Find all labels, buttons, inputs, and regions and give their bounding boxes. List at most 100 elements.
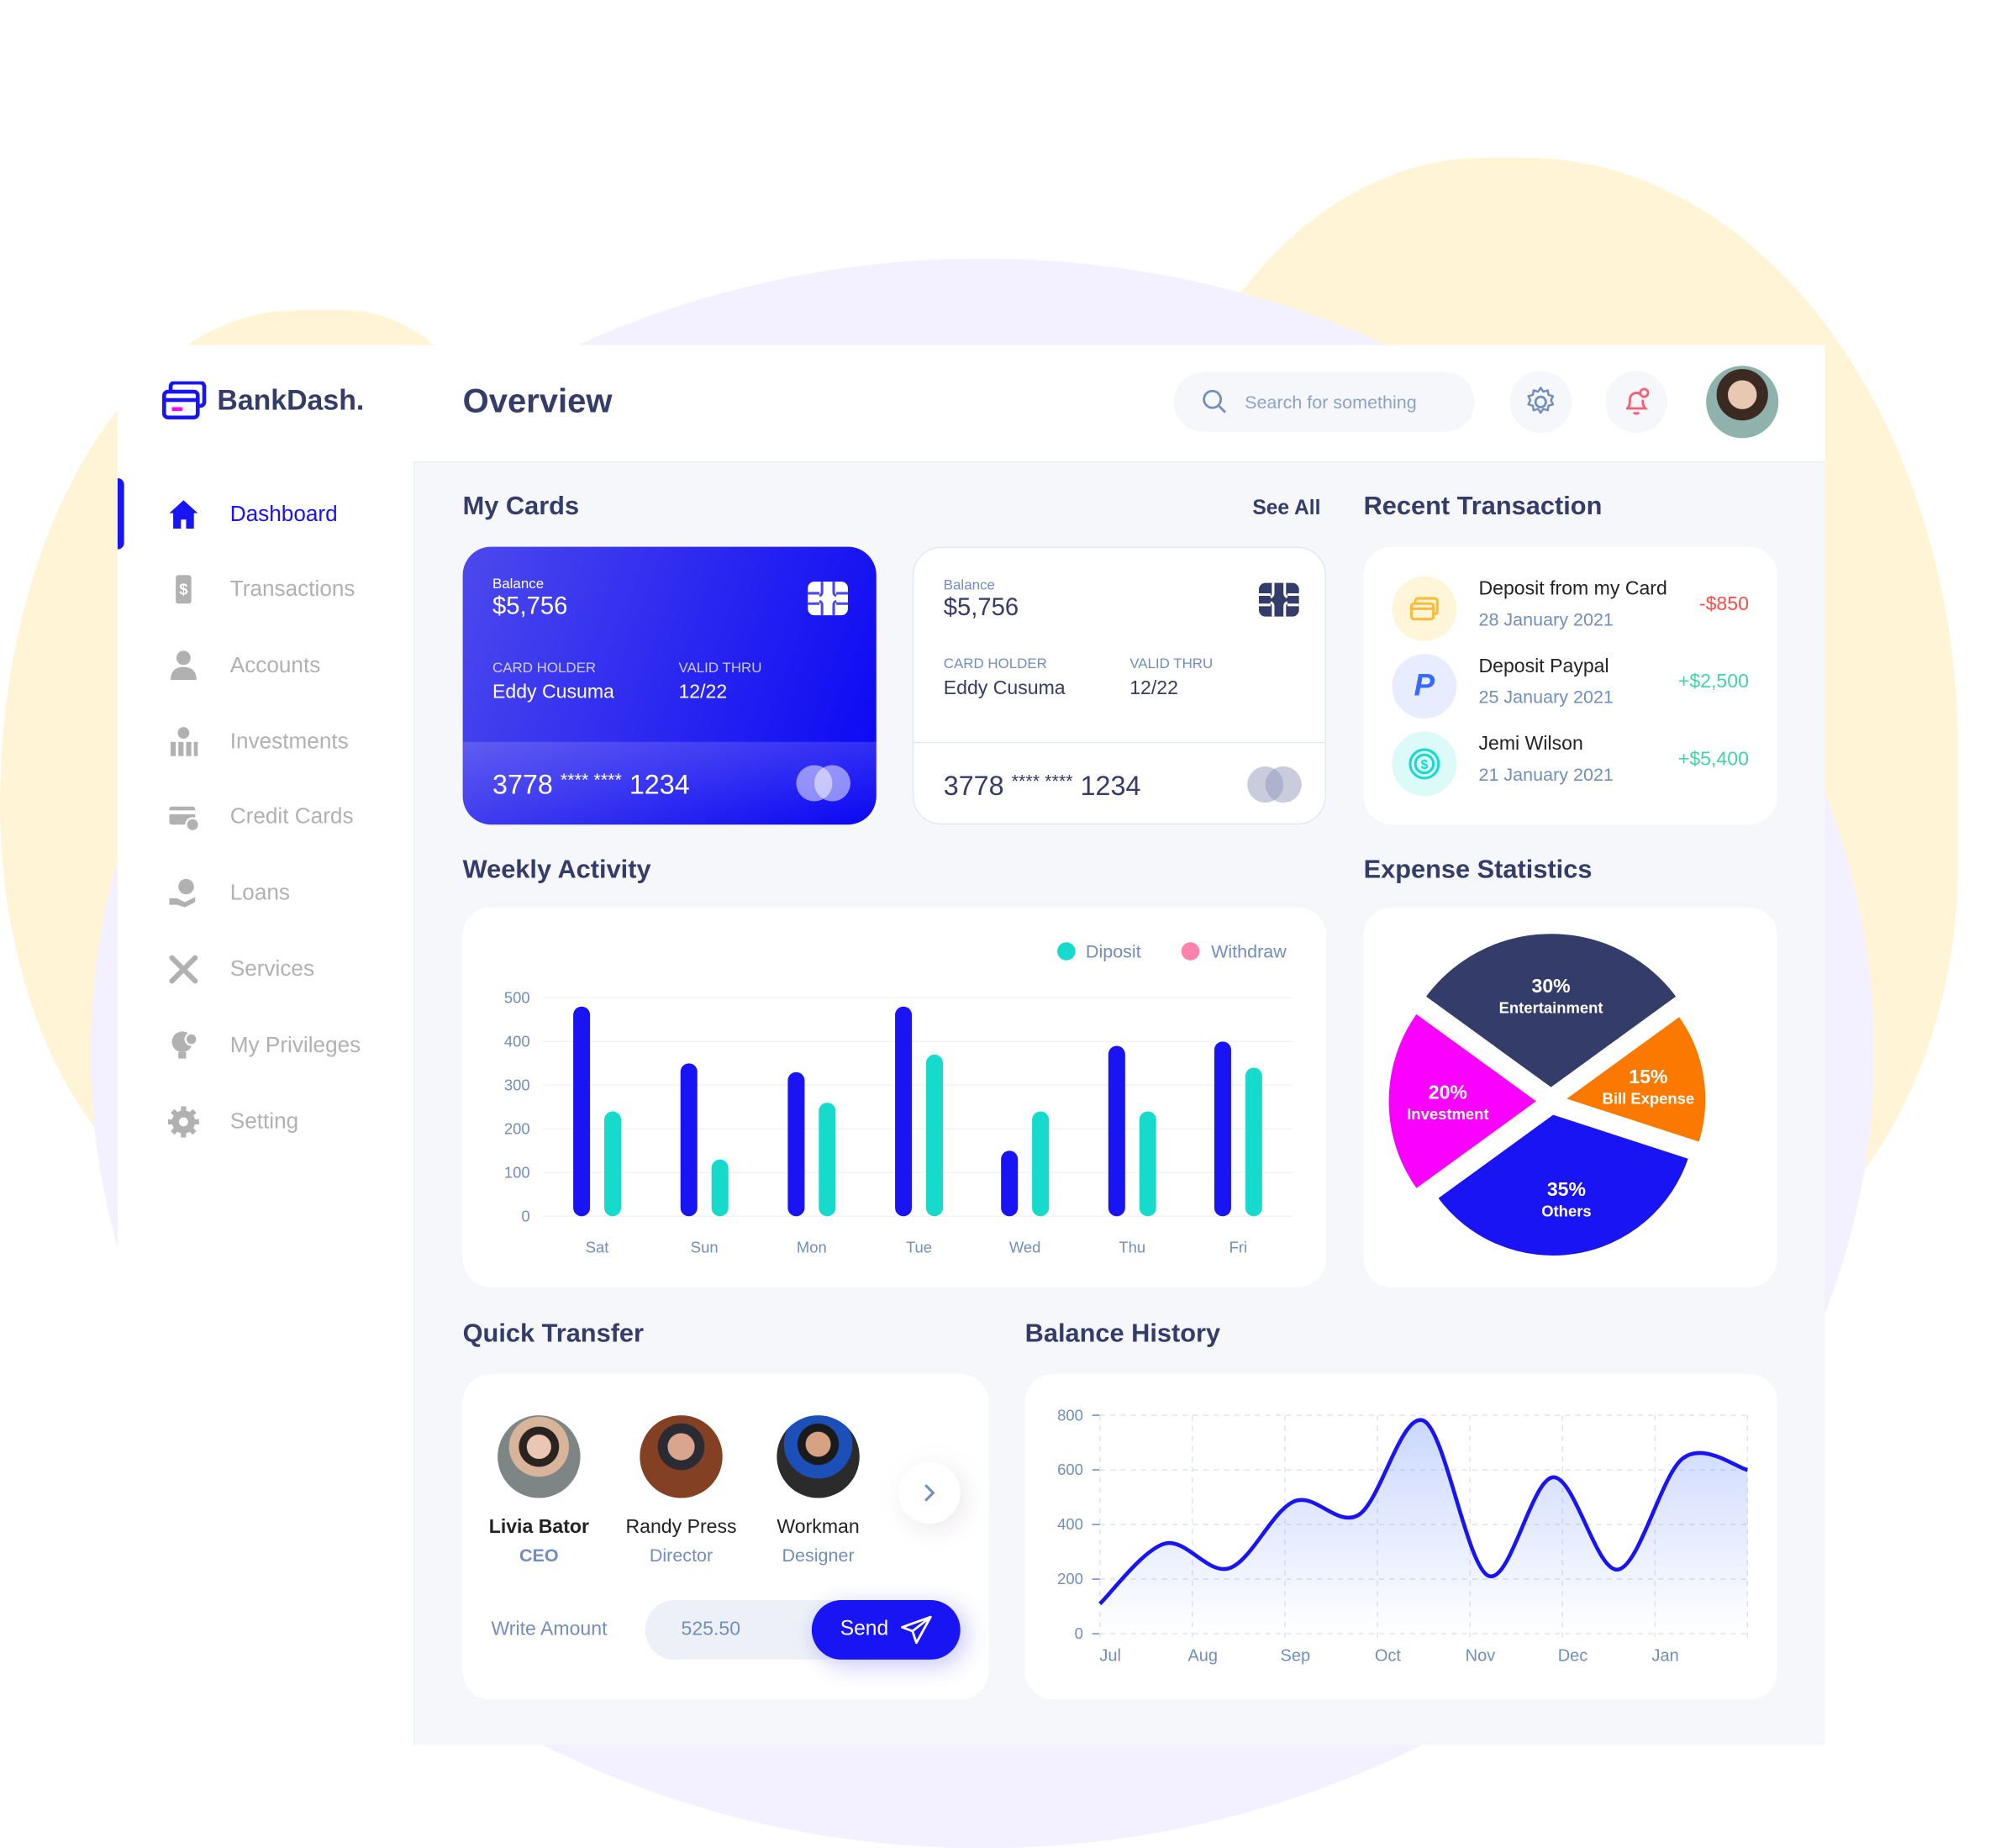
credit-card-primary[interactable]: Balance $5,756 CARD HOLDER Eddy Cusuma V…	[462, 546, 877, 825]
slice-percent: 20%	[1429, 1081, 1467, 1103]
contact-name: Livia Bator	[488, 1516, 589, 1539]
user-avatar[interactable]	[1706, 366, 1779, 439]
legend-label-diposit: Diposit	[1086, 942, 1141, 962]
sidebar-item-setting[interactable]: Setting	[118, 1093, 413, 1150]
sidebar-item-label: Investments	[229, 729, 349, 754]
slice-label: Entertainment	[1499, 998, 1603, 1016]
sidebar-item-loans[interactable]: Loans	[118, 865, 413, 922]
slice-label: Others	[1541, 1203, 1591, 1220]
sidebar-item-accounts[interactable]: Accounts	[118, 637, 413, 694]
chip-icon	[1259, 582, 1299, 617]
bar-withdraw-mon	[819, 1103, 836, 1217]
y-tick-label: 500	[504, 988, 530, 1006]
x-tick-label: Dec	[1558, 1646, 1588, 1665]
y-tick-label: 200	[504, 1119, 530, 1137]
brand-name: BankDash.	[217, 383, 365, 417]
user-icon	[171, 650, 197, 680]
x-tick-label: Sat	[586, 1238, 609, 1256]
chevron-right-icon	[924, 1484, 935, 1502]
gear-icon	[1527, 387, 1555, 414]
balance-history-title: Balance History	[1024, 1319, 1221, 1349]
send-label: Send	[840, 1618, 889, 1640]
legend-swatch-withdraw	[1181, 942, 1200, 961]
contact-randy-press[interactable]: Randy Press Director	[610, 1415, 752, 1566]
contact-livia-bator[interactable]: Livia Bator CEO	[468, 1415, 610, 1566]
y-tick-label: 800	[1057, 1406, 1083, 1424]
search-input[interactable]: Search for something	[1173, 371, 1475, 432]
transaction-item[interactable]: P Deposit Paypal 25 January 2021 +$2,500	[1364, 650, 1777, 723]
contact-role: Director	[649, 1544, 713, 1566]
pie-slice-investment	[1385, 1008, 1543, 1194]
x-tick-label: Sep	[1281, 1646, 1311, 1665]
header	[413, 345, 1825, 463]
slice-percent: 35%	[1547, 1178, 1586, 1200]
transaction-item[interactable]: $ Jemi Wilson 21 January 2021 +$5,400	[1364, 728, 1777, 800]
card-icon	[1392, 576, 1457, 641]
loan-icon	[169, 878, 196, 908]
chip-icon	[808, 582, 848, 616]
transaction-date: 21 January 2021	[1478, 763, 1614, 785]
transaction-title: Deposit from my Card	[1478, 577, 1667, 600]
avatar	[777, 1415, 860, 1498]
card-holder-label: CARD HOLDER	[943, 656, 1047, 672]
settings-button[interactable]	[1509, 371, 1572, 434]
bar-withdraw-sun	[711, 1159, 729, 1217]
slice-label: Bill Expense	[1603, 1090, 1695, 1108]
x-tick-label: Sun	[691, 1238, 719, 1256]
bar-withdraw-wed	[1032, 1111, 1050, 1217]
x-tick-label: Oct	[1375, 1646, 1402, 1665]
bar-withdraw-sat	[604, 1111, 622, 1217]
sidebar-item-investments[interactable]: Investments	[118, 713, 413, 771]
valid-thru-value: 12/22	[678, 681, 728, 703]
page-title: Overview	[462, 381, 613, 420]
sidebar-item-label: Loans	[229, 880, 291, 905]
investment-icon	[171, 727, 198, 756]
bar-withdraw-tue	[925, 1054, 943, 1217]
slice-percent: 15%	[1629, 1066, 1667, 1087]
sidebar-item-label: My Privileges	[229, 1032, 361, 1058]
contact-workman[interactable]: Workman Designer	[747, 1415, 889, 1566]
bar-diposit-sat	[573, 1006, 591, 1217]
sidebar-item-my-privileges[interactable]: My Privileges	[118, 1017, 413, 1074]
y-tick-label: 0	[1075, 1624, 1083, 1642]
sidebar	[117, 345, 415, 1745]
next-contacts-button[interactable]	[898, 1461, 961, 1524]
sidebar-item-credit-cards[interactable]: Credit Cards	[118, 788, 413, 845]
sidebar-item-transactions[interactable]: $ Transactions	[118, 561, 413, 618]
amount-value: 525.50	[681, 1618, 741, 1640]
y-tick-label: 0	[521, 1207, 529, 1224]
sidebar-item-label: Credit Cards	[229, 803, 354, 829]
logo[interactable]	[161, 380, 208, 427]
recent-transaction-title: Recent Transaction	[1363, 492, 1603, 521]
x-tick-label: Tue	[906, 1238, 932, 1256]
avatar	[498, 1415, 581, 1498]
transaction-item[interactable]: Deposit from my Card 28 January 2021 -$8…	[1364, 572, 1777, 645]
slice-percent: 30%	[1532, 975, 1571, 997]
mastercard-icon	[1247, 766, 1302, 803]
x-tick-label: Nov	[1466, 1646, 1496, 1665]
y-tick-label: 100	[504, 1163, 530, 1181]
bar-withdraw-thu	[1139, 1111, 1156, 1217]
x-tick-label: Jan	[1651, 1646, 1678, 1665]
send-button[interactable]: Send	[811, 1600, 961, 1660]
pie-slice-bill-expense	[1558, 1011, 1709, 1147]
sidebar-item-services[interactable]: Services	[118, 941, 413, 998]
notifications-button[interactable]	[1605, 371, 1668, 434]
bar-diposit-fri	[1214, 1041, 1231, 1217]
sidebar-item-dashboard[interactable]: Dashboard	[118, 486, 413, 543]
valid-thru-label: VALID THRU	[678, 660, 762, 677]
active-indicator	[117, 478, 124, 550]
sidebar-item-label: Setting	[229, 1108, 299, 1134]
credit-card-icon	[169, 806, 201, 833]
see-all-link[interactable]: See All	[1252, 498, 1321, 520]
balance-area	[1099, 1419, 1748, 1635]
sidebar-item-label: Dashboard	[229, 501, 338, 526]
balance-history-chart: 0 200 400 600 800 Jul Aug Sep Oct Nov Dec Jan	[1057, 1406, 1749, 1665]
legend-swatch-diposit	[1057, 942, 1076, 961]
transaction-date: 28 January 2021	[1478, 608, 1614, 630]
expense-statistics-title: Expense Statistics	[1363, 856, 1593, 884]
y-tick-label: 200	[1057, 1570, 1083, 1587]
balance-value: $5,756	[943, 594, 1019, 622]
weekly-activity-panel	[462, 907, 1326, 1287]
credit-card-secondary[interactable]: Balance $5,756 CARD HOLDER Eddy Cusuma V…	[912, 546, 1326, 825]
